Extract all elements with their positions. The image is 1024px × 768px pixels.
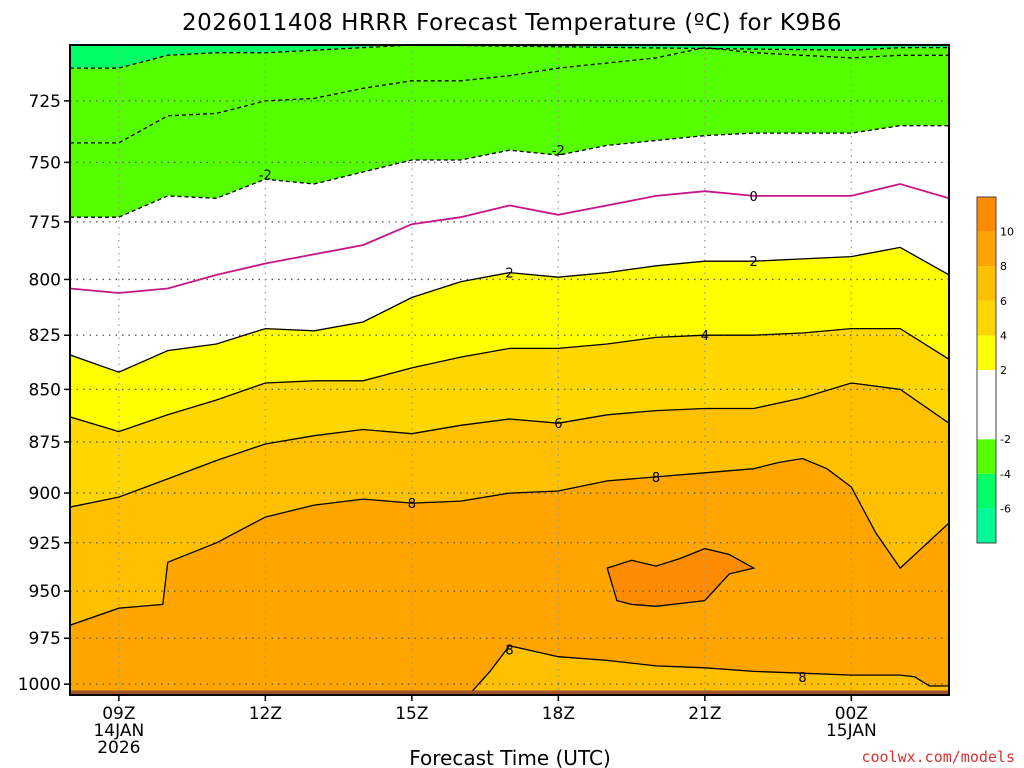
- colorbar-swatch: [977, 370, 996, 440]
- contour-line: [70, 45, 949, 69]
- contour-label: 8: [408, 497, 416, 512]
- band-minus4-to-minus2-lower: [70, 47, 949, 218]
- colorbar-tick-label: 6: [1000, 295, 1007, 308]
- colorbar-tick-label: 2: [1000, 364, 1007, 377]
- y-tick-label: 825: [29, 326, 61, 346]
- colorbar-swatch: [977, 473, 996, 509]
- x-tick-label: 15Z: [395, 704, 428, 724]
- contour-label: 2: [750, 255, 758, 270]
- x-tick-label: 12Z: [249, 704, 282, 724]
- x-tick-label: 14JAN: [93, 721, 144, 741]
- band-8-to-10: [70, 458, 949, 695]
- contour-label: 4: [701, 329, 709, 344]
- band-minus6-to-minus4: [70, 45, 949, 69]
- ground-layer: [70, 690, 949, 695]
- contour-label: 0: [750, 190, 758, 205]
- credit-text[interactable]: coolwx.com/models: [861, 748, 1015, 766]
- x-axis-title: Forecast Time (UTC): [409, 746, 611, 768]
- y-tick-label: 975: [29, 629, 61, 649]
- contour-label: -2: [259, 168, 272, 183]
- colorbar-swatch: [977, 300, 996, 336]
- band-10-to-12: [607, 548, 754, 607]
- colorbar-frame: [976, 196, 997, 544]
- plot-frame: [69, 44, 950, 696]
- band-minus2-to-2: [70, 125, 949, 373]
- contour-line: [70, 46, 949, 144]
- plot-area: -2 -2 0 2 2 4 6 8 8 8 8: [70, 45, 949, 695]
- x-tick-label: 2026: [97, 738, 140, 758]
- colorbar-swatch: [977, 439, 996, 474]
- colorbar-tick-label: 8: [1000, 260, 1007, 273]
- colorbar-swatch: [977, 335, 996, 370]
- colorbar-tick-label: 4: [1000, 329, 1007, 342]
- band-2-to-4: [70, 247, 949, 432]
- colorbar-tick-label: -6: [1000, 502, 1011, 515]
- colorbar-swatch: [977, 197, 996, 232]
- pressure-axis: 725 750 775 800 825 850 875 900 925 950 975 1000: [18, 92, 70, 695]
- contour-line: [450, 644, 949, 695]
- ground-strip: [70, 690, 949, 695]
- y-tick-label: 725: [29, 92, 61, 112]
- grid-layer: [70, 45, 949, 695]
- y-tick-label: 900: [29, 484, 61, 504]
- colorbar-swatch: [977, 231, 996, 267]
- colorbar-tick-label: -4: [1000, 468, 1011, 481]
- contour-line: [70, 246, 949, 373]
- contour-line: [606, 547, 756, 607]
- band-6-to-8: [70, 383, 949, 626]
- contour-label: 6: [554, 417, 562, 432]
- contour-label: -2: [552, 144, 565, 159]
- colorbar-tick-label: -2: [1000, 433, 1011, 446]
- contour-line: [70, 125, 949, 218]
- colorbar-swatch: [977, 266, 996, 301]
- band-minus4-to-minus2: [70, 45, 949, 143]
- x-tick-label: 09Z: [102, 704, 135, 724]
- y-tick-label: 850: [29, 380, 61, 400]
- x-tick-label: 18Z: [542, 704, 575, 724]
- contour-label: 8: [798, 671, 806, 686]
- y-tick-label: 950: [29, 582, 61, 602]
- y-tick-label: 875: [29, 433, 61, 453]
- band-4-to-6: [70, 328, 949, 508]
- colorbar-legend: -6 -4 -2 2 4 6 8 10: [976, 196, 1014, 544]
- contour-label: 2: [505, 267, 513, 282]
- contour-layer: -2 -2 0 2 2 4 6 8 8 8 8: [70, 45, 949, 695]
- contour-label: 8: [505, 643, 513, 658]
- contour-line: [70, 457, 949, 626]
- colorbar-tick-label: 10: [1000, 226, 1014, 239]
- colorbar-swatch: [977, 508, 996, 543]
- contour-line: [70, 183, 949, 294]
- chart-title: 2026011408 HRRR Forecast Temperature (ºC…: [182, 10, 842, 36]
- contour-line: [70, 327, 949, 433]
- x-tick-label: 21Z: [688, 704, 721, 724]
- contour-line: [70, 382, 949, 508]
- y-tick-label: 800: [29, 270, 61, 290]
- contour-label: 8: [652, 471, 660, 486]
- y-tick-label: 1000: [18, 675, 61, 695]
- x-tick-label: 15JAN: [826, 721, 877, 741]
- y-tick-label: 750: [29, 153, 61, 173]
- x-tick-label: 00Z: [835, 704, 868, 724]
- y-tick-label: 925: [29, 534, 61, 554]
- y-tick-label: 775: [29, 213, 61, 233]
- temperature-fill-layer: [70, 45, 949, 695]
